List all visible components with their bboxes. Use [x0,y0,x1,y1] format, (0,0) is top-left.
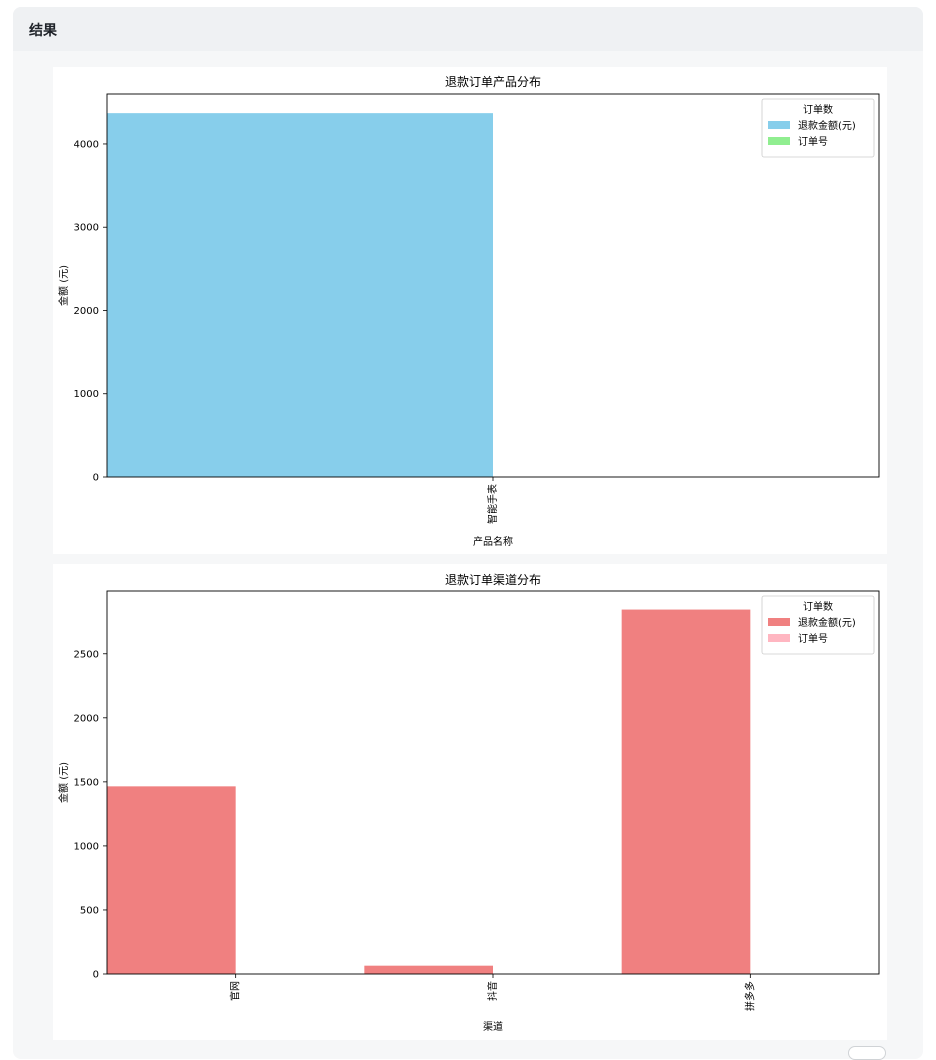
y-tick-label: 1000 [74,841,99,852]
legend-entry: 退款金额(元) [798,119,856,132]
bar-amount-1 [364,965,493,974]
x-tick-label: 抖音 [486,981,499,1001]
result-panel-header: 结果 [13,7,923,51]
y-tick-label: 4000 [74,139,99,150]
panel-title: 结果 [29,23,57,39]
plot-frame [106,93,880,478]
bar-amount-0 [107,113,493,478]
legend-swatch [768,618,790,626]
product-chart-card: 退款订单产品分布智能手表 0 1000 2000 3000 4000 产品名称 金额 (元) 订… [53,67,887,554]
chart-title: 退款订单产品分布 [445,75,541,89]
legend-entry: 订单号 [798,136,828,148]
y-tick-label: 0 [93,473,99,484]
legend-swatch [768,137,790,145]
legend-swatch [768,121,790,129]
x-tick-label: 拼多多 [743,981,756,1011]
y-tick-label: 2000 [74,713,99,724]
y-tick-label: 500 [80,905,99,916]
y-tick-label: 2500 [74,649,99,660]
plot-frame [106,590,880,975]
channel-chart-card: 退款订单渠道分布官网 抖音 拼多多 0 500 1000 1500 2000 2500 渠道 金额 … [53,564,887,1040]
y-tick-label: 3000 [74,223,99,234]
y-tick-label: 1500 [74,777,99,788]
bar-amount-0 [107,786,236,974]
legend-entry: 订单号 [798,633,828,645]
y-axis-label: 金额 (元) [57,265,70,306]
x-tick-label: 官网 [229,981,242,1001]
y-tick-label: 1000 [74,389,99,400]
x-axis-label: 产品名称 [473,535,513,548]
y-tick-label: 0 [93,970,99,981]
chart-title: 退款订单渠道分布 [445,573,541,587]
legend-entry: 退款金额(元) [798,616,856,629]
legend-title: 订单数 [803,103,833,116]
legend-swatch [768,634,790,642]
y-axis-label: 金额 (元) [57,762,70,803]
legend-title: 订单数 [803,600,833,613]
bar-amount-2 [621,609,751,974]
x-tick-label: 智能手表 [486,484,499,524]
x-axis-label: 渠道 [483,1020,503,1033]
scroll-handle[interactable] [848,1046,886,1060]
y-tick-label: 2000 [74,306,99,317]
